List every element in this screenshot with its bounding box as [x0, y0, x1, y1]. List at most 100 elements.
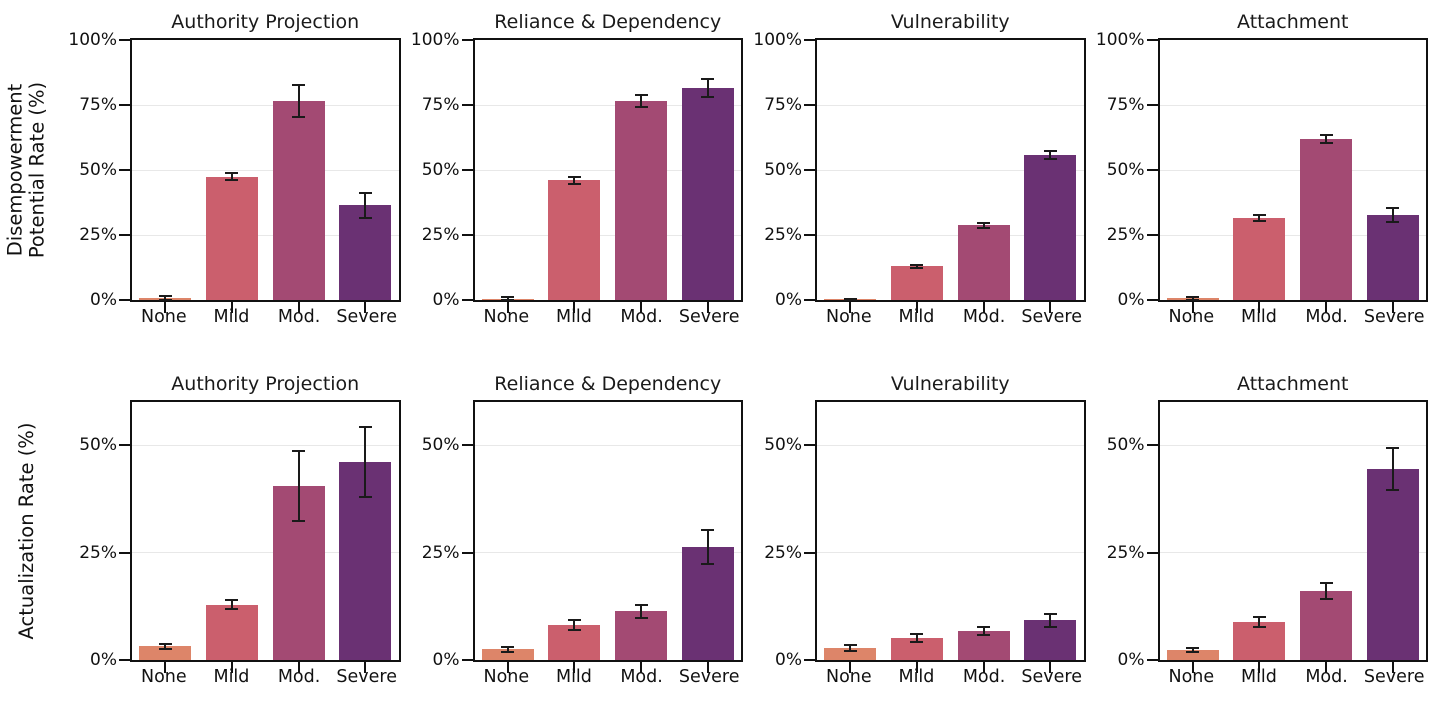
gridline [817, 552, 1084, 553]
error-bar-cap-bottom [567, 182, 581, 185]
x-tick [1391, 662, 1394, 673]
error-bar-cap-bottom [225, 178, 239, 181]
y-tick-label: 75% [79, 95, 117, 115]
plot-wrap: 0% 25% 50% [1086, 400, 1428, 673]
x-tick-labels: None Mild Mod. Severe [473, 302, 744, 332]
y-tick [804, 299, 815, 301]
x-tick [915, 302, 918, 313]
plot-area [119, 38, 401, 313]
x-tick-labels: None Mild Mod. Severe [130, 302, 401, 332]
error-bar-cap-bottom [910, 640, 924, 643]
y-tick [804, 234, 815, 236]
y-tick-label: 50% [79, 435, 117, 455]
y-tick [461, 659, 473, 661]
y-tick [804, 39, 815, 41]
plot-wrap: 0% 25% 50% 75% 100% [58, 30, 401, 313]
x-tick-label: Mod. [962, 307, 1006, 327]
error-bar-cap-top [358, 426, 372, 429]
plot-area [461, 400, 743, 673]
plot-wrap: 0% 25% 50% [401, 400, 743, 673]
y-axis-gutter: 0% 25% 50% [58, 400, 130, 670]
x-tick-label: Mod. [620, 667, 663, 687]
bar-severe [1024, 154, 1077, 300]
y-tick-label: 100% [753, 30, 802, 50]
error-bar-cap-bottom [701, 563, 715, 566]
x-tick [164, 302, 167, 313]
gridline [132, 552, 399, 553]
error-bar-cap-top [158, 642, 172, 645]
x-tick-label: None [825, 307, 872, 327]
error-bar-line [573, 619, 576, 630]
x-tick [640, 302, 643, 313]
x-tick [706, 662, 709, 673]
y-tick [119, 169, 130, 171]
x-tick-label: Mild [213, 307, 250, 327]
error-bar-cap-top [1043, 613, 1057, 615]
error-bar-cap-top [567, 618, 581, 621]
error-bar-line [164, 643, 167, 649]
y-tick [1146, 169, 1158, 171]
error-bar-line [1191, 296, 1194, 300]
x-tick [1325, 662, 1328, 673]
error-bar-cap-bottom [1186, 299, 1200, 301]
y-tick [804, 169, 815, 171]
x-tick-label: Mod. [1305, 667, 1348, 687]
x-tick [1258, 662, 1261, 673]
y-tick [804, 444, 815, 446]
x-tick-label: Mild [555, 667, 592, 687]
error-bar-cap-bottom [158, 647, 172, 650]
y-tick-label: 100% [68, 30, 117, 50]
x-tick-labels: None Mild Mod. Severe [1158, 662, 1429, 692]
error-bar-cap-bottom [358, 496, 372, 499]
x-tick [849, 662, 852, 673]
subplot-title: Vulnerability [890, 11, 1010, 33]
error-bar-cap-top [292, 450, 306, 453]
error-bar-cap-bottom [1043, 158, 1057, 161]
x-tick-label: Mild [1240, 307, 1277, 327]
y-tick [461, 444, 473, 446]
x-tick-labels: None Mild Mod. Severe [473, 662, 744, 692]
error-bar-cap-top [701, 528, 715, 531]
y-tick-label: 0% [775, 650, 802, 670]
subplot-title: Authority Projection [171, 11, 360, 33]
error-bar-line [706, 78, 709, 98]
error-bar-cap-top [910, 263, 924, 266]
y-tick [461, 39, 473, 41]
bar-mod [1300, 591, 1353, 660]
x-tick [1258, 302, 1261, 313]
gridline [474, 104, 741, 106]
subplot-1-1: Reliance & Dependency 0% 25% 50% None Mild Mod… [401, 370, 744, 692]
y-tick-label: 0% [432, 650, 460, 670]
x-tick-label: Severe [1021, 667, 1082, 687]
error-bar-cap-top [158, 295, 172, 298]
error-bar-cap-bottom [634, 616, 648, 619]
error-bar-line [1049, 614, 1052, 627]
y-tick [119, 234, 130, 236]
y-tick [119, 39, 130, 41]
gridline [1159, 234, 1426, 236]
error-bar-cap-bottom [158, 299, 172, 301]
error-bar-line [1049, 150, 1052, 160]
y-axis-label: Actualization Rate (%) [15, 423, 38, 640]
bar-none [139, 646, 192, 660]
error-bar-line [640, 604, 643, 618]
gridline [132, 169, 399, 171]
error-bar-cap-top [1386, 206, 1400, 209]
y-tick [119, 444, 130, 446]
x-tick-label: None [825, 667, 872, 687]
plot-wrap: 0% 25% 50% [743, 400, 1086, 673]
error-bar-line [1258, 617, 1261, 628]
error-bar-cap-bottom [567, 628, 581, 631]
x-tick-label: Mod. [962, 667, 1006, 687]
x-tick-label: Severe [1021, 307, 1082, 327]
y-tick-label: 0% [432, 290, 460, 310]
x-tick-label: None [140, 307, 187, 327]
error-bar-cap-top [1386, 447, 1400, 450]
x-tick [1325, 302, 1328, 313]
bar-mild [1233, 622, 1286, 660]
gridline [817, 444, 1084, 446]
y-tick-label: 100% [410, 30, 460, 50]
chart-row-1: Actualization Rate (%) Authority Projecti… [15, 370, 1429, 692]
error-bar-cap-bottom [910, 266, 924, 269]
bar-severe [1366, 214, 1419, 300]
